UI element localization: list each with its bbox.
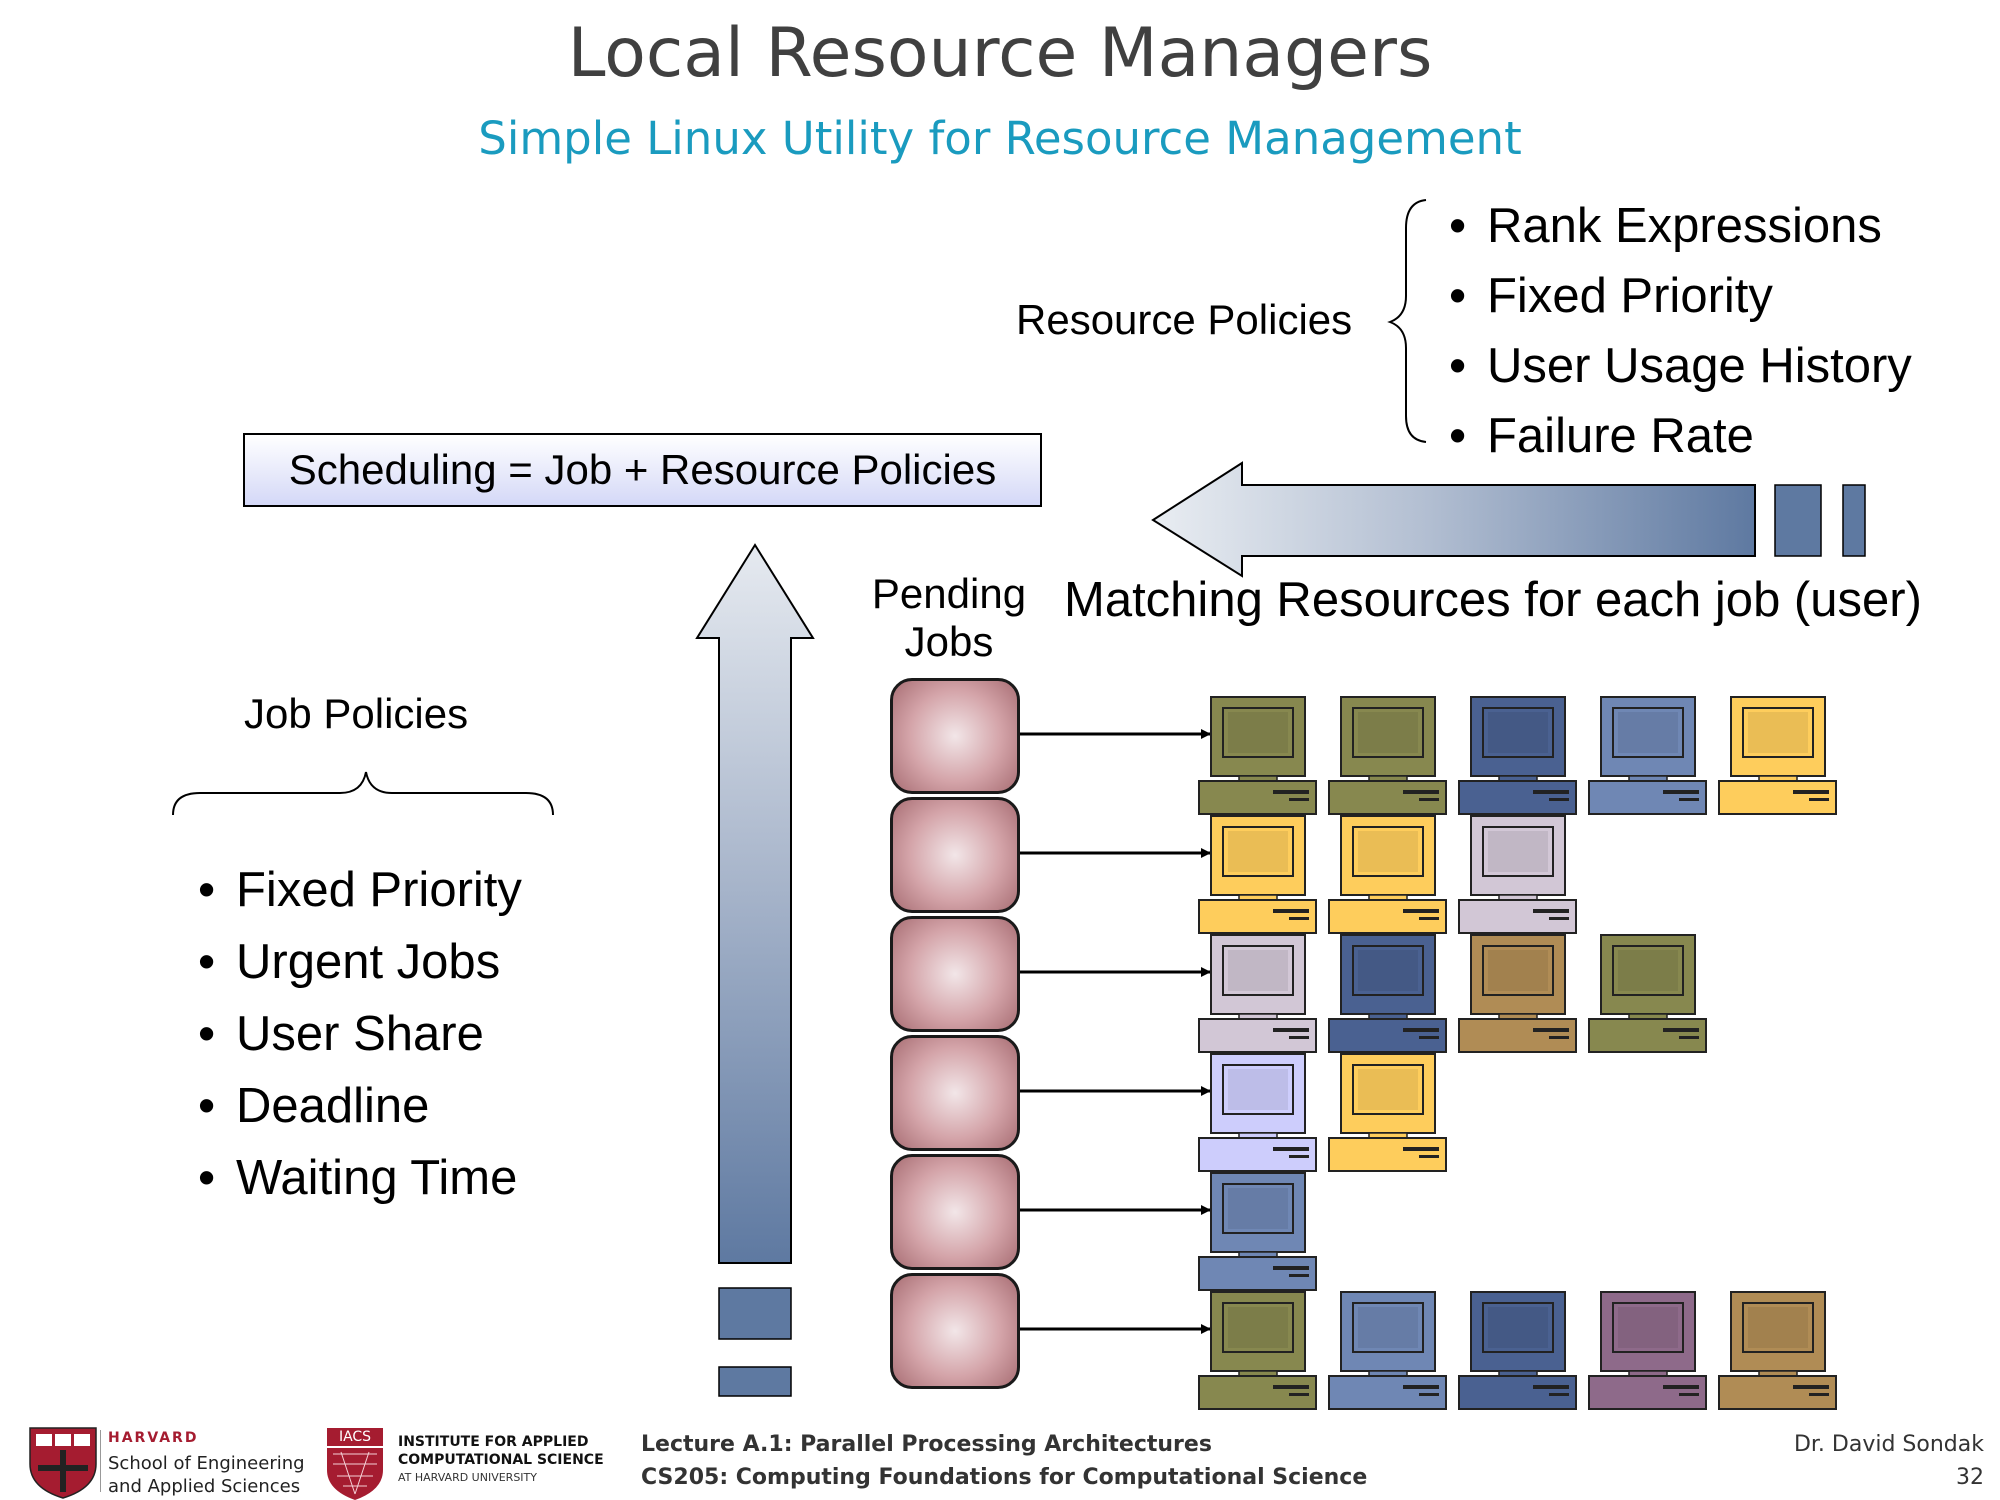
iacs-line1: INSTITUTE FOR APPLIED [398, 1434, 589, 1450]
job-policies-label: Job Policies [244, 690, 469, 737]
pending-job-block [890, 1154, 1020, 1270]
pending-job-block [890, 797, 1020, 913]
harvard-shield-logo [29, 1427, 97, 1499]
computer-icon [1588, 1291, 1707, 1410]
pending-jobs-line2: Jobs [904, 618, 994, 665]
resource-policy-item: User Usage History [1443, 338, 1912, 408]
scheduling-formula-box: Scheduling = Job + Resource Policies [243, 433, 1042, 507]
computer-grid [1198, 696, 1837, 1410]
pending-jobs-line1: Pending [871, 570, 1027, 617]
resource-policies-label: Resource Policies [1016, 296, 1353, 343]
computer-icon [1198, 815, 1317, 934]
resource-policy-item: Fixed Priority [1443, 268, 1912, 338]
lecture-title: Lecture A.1: Parallel Processing Archite… [641, 1432, 1212, 1457]
job-policy-item: Waiting Time [192, 1150, 522, 1222]
iacs-line2: COMPUTATIONAL SCIENCE [398, 1452, 604, 1468]
job-policy-item: Deadline [192, 1078, 522, 1150]
job-policy-item: Fixed Priority [192, 862, 522, 934]
job-policies-list: Fixed Priority Urgent Jobs User Share De… [192, 862, 522, 1222]
computer-icon [1458, 696, 1577, 815]
slide-subtitle: Simple Linux Utility for Resource Manage… [478, 112, 1522, 165]
job-policies-brace [172, 771, 554, 816]
author-page: Dr. David Sondak 32 [1794, 1428, 1984, 1494]
computer-icon [1328, 934, 1447, 1053]
pending-job-block [890, 678, 1020, 794]
leftward-arrow-dash [1774, 484, 1822, 557]
lecture-info: Lecture A.1: Parallel Processing Archite… [641, 1428, 1367, 1494]
computer-icon [1198, 696, 1317, 815]
computer-icon [1458, 934, 1577, 1053]
computer-icon [1588, 696, 1707, 815]
footer-divider [100, 1430, 101, 1492]
resource-policies-brace [1387, 199, 1427, 443]
iacs-name: INSTITUTE FOR APPLIED COMPUTATIONAL SCIE… [398, 1433, 604, 1487]
upward-arrow-dash [718, 1287, 792, 1340]
computer-icon [1198, 1172, 1317, 1291]
author-name: Dr. David Sondak [1793, 1432, 1984, 1457]
job-policy-item: Urgent Jobs [192, 934, 522, 1006]
computer-icon [1328, 1053, 1447, 1172]
iacs-shield-logo [327, 1448, 383, 1500]
leftward-arrow-dash [1842, 484, 1866, 557]
pending-job-block [890, 1273, 1020, 1389]
computer-icon [1328, 1291, 1447, 1410]
computer-icon [1198, 1053, 1317, 1172]
slide-title: Local Resource Managers [567, 14, 1433, 93]
resource-policies-list: Rank Expressions Fixed Priority User Usa… [1443, 198, 1912, 478]
computer-icon [1458, 815, 1577, 934]
resource-policy-item: Rank Expressions [1443, 198, 1912, 268]
computer-icon [1458, 1291, 1577, 1410]
resource-policy-item: Failure Rate [1443, 408, 1912, 478]
computer-icon [1718, 696, 1837, 815]
upward-priority-arrow [695, 543, 815, 1264]
computer-icon [1328, 815, 1447, 934]
upward-arrow-dash [718, 1366, 792, 1397]
pending-job-block [890, 1035, 1020, 1151]
page-number: 32 [1956, 1465, 1984, 1490]
computer-icon [1198, 934, 1317, 1053]
computer-icon [1718, 1291, 1837, 1410]
computer-icon [1198, 1291, 1317, 1410]
computer-icon [1588, 934, 1707, 1053]
job-arrows [1020, 729, 1211, 1334]
harvard-school-name: School of Engineering and Applied Scienc… [108, 1452, 305, 1498]
leftward-matching-arrow [1151, 461, 1756, 578]
harvard-wordmark: HARVARD [108, 1430, 199, 1446]
iacs-badge: IACS [327, 1428, 383, 1446]
job-policy-item: User Share [192, 1006, 522, 1078]
pending-job-block [890, 916, 1020, 1032]
harvard-school-line1: School of Engineering [108, 1453, 305, 1474]
iacs-line3: AT HARVARD UNIVERSITY [398, 1471, 537, 1484]
course-title: CS205: Computing Foundations for Computa… [641, 1465, 1368, 1490]
pending-jobs-label: Pending Jobs [866, 570, 1032, 666]
harvard-school-line2: and Applied Sciences [108, 1476, 301, 1497]
computer-icon [1328, 696, 1447, 815]
matching-resources-label: Matching Resources for each job (user) [1064, 573, 1922, 627]
